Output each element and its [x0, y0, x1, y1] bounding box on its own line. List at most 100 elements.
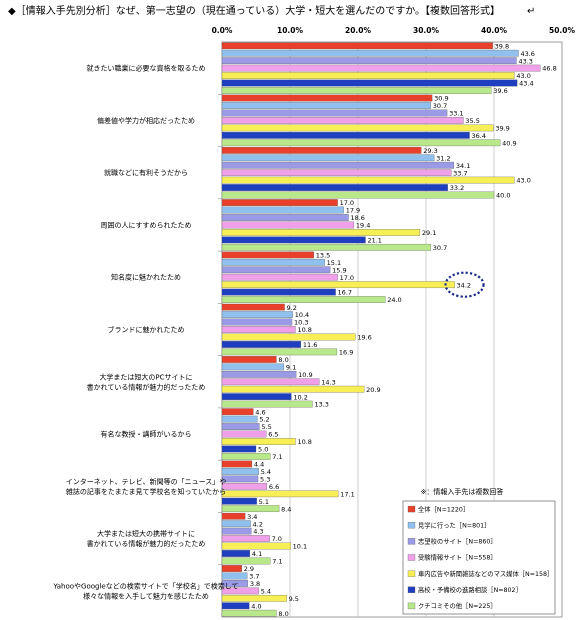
bar-value-label: 3.7: [249, 573, 259, 581]
category-label: 有名な教授・講師がいるから: [101, 430, 192, 439]
bar-value-label: 5.0: [258, 446, 268, 454]
bar-value-label: 13.5: [316, 251, 330, 259]
legend-swatch: [407, 554, 416, 561]
bar-value-label: 7.1: [272, 558, 282, 566]
bar-value-label: 34.2: [457, 281, 471, 289]
bar-value-label: 17.1: [340, 490, 354, 498]
bar-value-label: 3.4: [247, 513, 257, 521]
bar: [221, 490, 339, 498]
bar-value-label: 8.4: [281, 505, 291, 513]
category-label: 就きたい職業に必要な資格を取るため: [87, 64, 206, 73]
bar: [221, 266, 331, 274]
legend-swatch: [407, 602, 416, 610]
legend-swatch: [407, 538, 416, 545]
bar-value-label: 18.6: [350, 214, 364, 222]
legend-label: 全体［N=1220］: [418, 504, 469, 513]
bar: [221, 146, 422, 154]
category-label: 雑誌の記事をたまたま見て学校名を知っていたから: [66, 487, 226, 496]
bar-value-label: 5.4: [261, 468, 271, 476]
bar: [221, 475, 259, 483]
bar-value-label: 33.2: [450, 184, 464, 192]
title-return-mark: ↵: [527, 6, 535, 17]
bar-value-label: 10.8: [297, 438, 311, 446]
bar: [221, 94, 433, 102]
bar: [221, 512, 246, 520]
bar: [221, 348, 338, 356]
bar: [221, 42, 493, 50]
bar-value-label: 5.2: [259, 416, 269, 424]
bar-value-label: 10.2: [293, 393, 307, 401]
bar: [221, 87, 492, 94]
bar: [221, 296, 386, 303]
bar: [221, 191, 495, 199]
bar-value-label: 39.6: [493, 87, 507, 95]
bar: [221, 542, 291, 550]
bar: [221, 460, 253, 468]
bar: [221, 326, 296, 333]
bar-value-label: 7.1: [272, 453, 282, 461]
bar-value-label: 36.4: [472, 132, 486, 140]
bar-value-label: 3.8: [250, 580, 260, 588]
bar: [221, 557, 271, 565]
bar: [221, 184, 448, 191]
bar: [221, 303, 285, 311]
chart-title: ◆［情報入手先別分析］なぜ、第一志望の（現在通っている）大学・短大を選んだのです…: [8, 4, 500, 17]
bar-value-label: 30.9: [434, 95, 448, 103]
bar: [221, 102, 431, 109]
bar: [221, 236, 366, 244]
bar: [221, 430, 267, 438]
bar: [221, 535, 270, 542]
legend-label: 受験情報サイト［N=558］: [418, 553, 497, 562]
bar-value-label: 15.1: [327, 259, 341, 267]
bar: [221, 385, 365, 393]
x-tick-label: 50.0%: [549, 26, 576, 35]
x-tick-label: 40.0%: [481, 26, 508, 35]
legend-label: 高校・予備校の進路相談［N=802］: [418, 585, 522, 594]
bar-value-label: 9.5: [289, 595, 299, 603]
bar: [221, 199, 338, 206]
bar: [221, 64, 541, 72]
x-tick-label: 30.0%: [413, 26, 440, 35]
bar: [221, 251, 314, 259]
bar-value-label: 5.4: [261, 587, 271, 595]
bar: [221, 258, 325, 266]
category-label: 偏差値や学力が相応だったため: [97, 116, 195, 125]
bar: [221, 161, 455, 169]
legend-label: 志望校のサイト［N=860］: [418, 537, 497, 546]
bar-value-label: 43.6: [520, 50, 534, 58]
bar: [221, 505, 280, 513]
category-label: 就職などに有利そうだから: [104, 168, 188, 177]
bar: [221, 288, 336, 296]
bar: [221, 363, 285, 371]
bar-value-label: 29.3: [423, 147, 437, 155]
bar: [221, 243, 431, 251]
bar: [221, 468, 259, 475]
bar-value-label: 13.3: [314, 401, 328, 409]
bar: [221, 221, 355, 229]
bar-value-label: 43.3: [518, 57, 532, 65]
bar: [221, 393, 292, 401]
bar-value-label: 43.4: [519, 80, 533, 88]
bar-value-label: 24.0: [387, 296, 401, 304]
plot-area: 0.0% 10.0% 20.0% 30.0% 40.0% 50.0%39.843.643.…: [52, 26, 575, 618]
bar-value-label: 6.5: [268, 431, 278, 439]
category-label: インターネット、テレビ、新聞等の「ニュース」や: [66, 477, 227, 486]
bar-value-label: 40.0: [496, 192, 510, 200]
legend: 全体［N=1220］ 見学に行った［N=801］ 志望校のサイト［N=860］ 受験情…: [402, 500, 556, 615]
bar: [221, 341, 302, 348]
bar: [221, 423, 260, 430]
bar-value-label: 31.2: [436, 154, 450, 162]
bar-value-label: 19.4: [356, 222, 370, 230]
bar-value-label: 10.3: [294, 319, 308, 327]
bar-value-label: 17.0: [340, 274, 354, 282]
bar-value-label: 43.0: [516, 177, 530, 185]
bar: [221, 438, 296, 445]
bar: [221, 602, 250, 610]
bar: [221, 206, 344, 214]
bar-value-label: 2.9: [244, 565, 254, 573]
bar-value-label: 33.1: [449, 110, 463, 118]
bar: [221, 453, 271, 460]
bar-value-label: 30.7: [433, 244, 447, 252]
category-label: 大学または短大のPCサイトに: [99, 372, 192, 381]
bar-value-label: 16.7: [338, 289, 352, 297]
